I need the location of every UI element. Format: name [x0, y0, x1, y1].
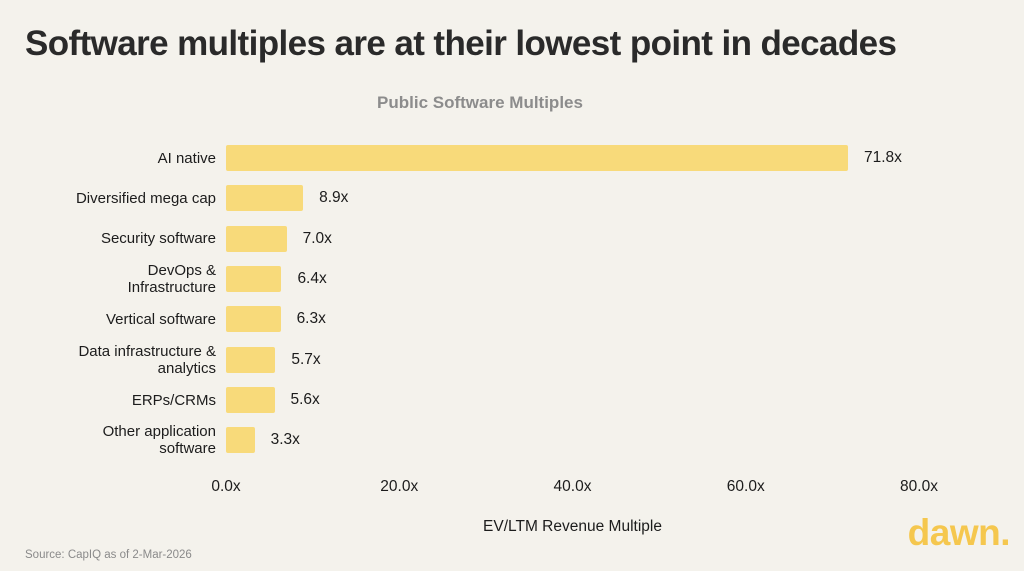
value-label: 5.6x	[290, 391, 320, 409]
bar	[226, 306, 281, 333]
value-label: 7.0x	[302, 229, 332, 247]
bar-track: 3.3x	[226, 427, 919, 454]
bar-track: 5.6x	[226, 387, 919, 414]
chart-row: Other application software 3.3x	[0, 420, 960, 460]
x-tick-label: 40.0x	[553, 478, 592, 495]
category-label: Security software	[100, 230, 216, 248]
x-tick-label: 0.0x	[211, 478, 241, 495]
value-label: 6.4x	[297, 270, 327, 288]
bar	[226, 185, 304, 212]
chart-row: Data infrastructure & analytics 5.7x	[0, 340, 960, 380]
bar-track: 6.3x	[226, 306, 919, 333]
category-label: ERPs/CRMs	[131, 391, 216, 409]
category-label: Other application software	[102, 423, 216, 458]
x-tick-label: 60.0x	[726, 478, 765, 495]
bar-track: 6.4x	[226, 266, 919, 293]
dawn-logo: dawn.	[907, 512, 1011, 553]
bar	[226, 427, 255, 454]
source-note: Source: CapIQ as of 2-Mar-2026	[25, 549, 192, 561]
bar-track: 8.9x	[226, 185, 919, 212]
value-label: 6.3x	[296, 310, 326, 328]
bar	[226, 266, 282, 293]
value-label: 71.8x	[863, 149, 902, 167]
chart-row: Diversified mega cap 8.9x	[0, 178, 960, 218]
value-label: 5.7x	[291, 350, 321, 368]
bar	[226, 346, 276, 373]
bar-track: 5.7x	[226, 346, 919, 373]
category-label: Data infrastructure & analytics	[78, 342, 216, 377]
chart-rows: AI native 71.8x Diversified mega cap 8.9x Se…	[0, 138, 960, 461]
chart-row: ERPs/CRMs 5.6x	[0, 380, 960, 420]
value-label: 8.9x	[319, 189, 349, 207]
chart-title: Public Software Multiples	[377, 93, 583, 112]
bar	[226, 145, 848, 172]
x-tick-label: 20.0x	[380, 478, 419, 495]
chart-row: DevOps & Infrastructure 6.4x	[0, 259, 960, 299]
category-label: AI native	[157, 149, 216, 167]
chart-row: AI native 71.8x	[0, 138, 960, 178]
category-label: Diversified mega cap	[75, 189, 216, 207]
value-label: 3.3x	[270, 431, 300, 449]
category-label: DevOps & Infrastructure	[127, 262, 216, 297]
page-title: Software multiples are at their lowest p…	[25, 24, 897, 63]
x-axis-ticks: 0.0x 20.0x 40.0x 60.0x 80.0x	[211, 478, 938, 498]
bar-track: 71.8x	[226, 145, 919, 172]
chart-row: Vertical software 6.3x	[0, 299, 960, 339]
bar-track: 7.0x	[226, 225, 919, 252]
bar	[226, 225, 287, 252]
x-axis-label: EV/LTM Revenue Multiple	[483, 518, 662, 535]
bar	[226, 387, 275, 414]
category-label: Vertical software	[105, 310, 216, 328]
chart-row: Security software 7.0x	[0, 219, 960, 259]
x-tick-label: 80.0x	[900, 478, 938, 495]
